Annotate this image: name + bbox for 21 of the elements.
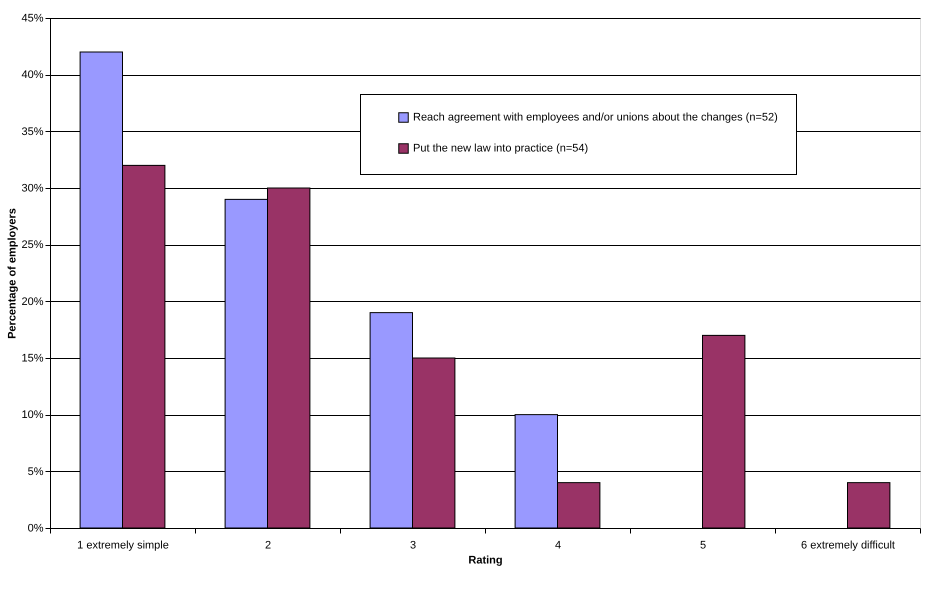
y-tick-label: 25% (21, 239, 44, 252)
y-tick-label: 10% (21, 409, 44, 422)
y-tick-label: 5% (28, 466, 44, 478)
x-tick-label: 3 (410, 540, 416, 552)
y-tick-label: 35% (21, 126, 44, 138)
y-tick-label: 15% (21, 352, 44, 364)
y-tick-label: 0% (28, 522, 44, 534)
x-tick-label: 6 extremely difficult (801, 540, 895, 552)
bar (847, 482, 890, 528)
x-tick-label: 2 (264, 540, 272, 552)
x-tick-label: 5 (700, 540, 706, 552)
y-tick-label: 45% (21, 12, 44, 24)
x-axis-title: Rating (468, 554, 503, 566)
x-tick-label: 4 (554, 540, 562, 552)
legend-label: Put the new law into practice (n=54) (413, 142, 588, 154)
y-tick-label: 20% (21, 296, 44, 308)
x-tick-label: 1 extremely simple (77, 540, 169, 552)
y-axis-title: Percentage of employers (6, 208, 18, 339)
legend-label: Reach agreement with employees and/or unions about the changes (n=52) (413, 112, 778, 124)
y-tick-label: 30% (21, 182, 44, 194)
y-tick-label: 40% (21, 69, 44, 82)
